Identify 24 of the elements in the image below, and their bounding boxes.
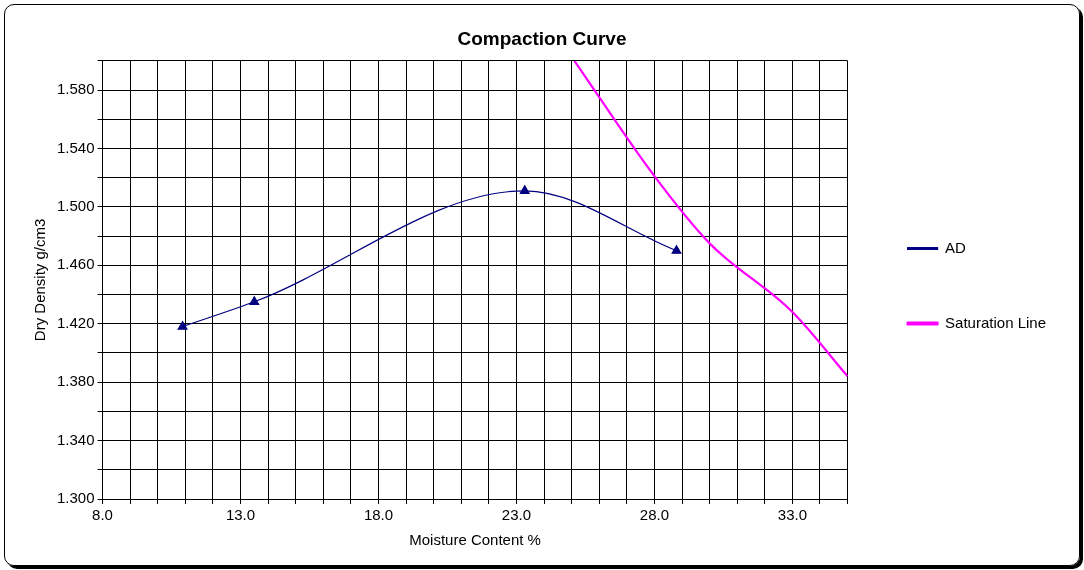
x-tick-label: 33.0 [777, 506, 808, 524]
chart-title: Compaction Curve [457, 27, 627, 49]
x-tick-label: 18.0 [363, 506, 394, 524]
y-tick-label: 1.340 [56, 430, 95, 448]
x-tick-label: 13.0 [225, 506, 256, 524]
y-tick-label: 1.540 [56, 138, 95, 156]
point [177, 321, 188, 330]
point [671, 245, 682, 254]
x-axis-title: Moisture Content % [409, 531, 541, 549]
y-axis-title: Dry Density g/cm3 [31, 218, 49, 342]
y-tick-label: 1.580 [56, 80, 95, 98]
legend-label: AD [945, 238, 967, 256]
y-tick-label: 1.300 [56, 489, 95, 507]
y-tick-label: 1.420 [56, 313, 95, 331]
legend-label: Saturation Line [945, 313, 1046, 331]
x-tick-label: 23.0 [501, 506, 532, 524]
y-tick-label: 1.460 [56, 255, 95, 273]
y-tick-label: 1.380 [56, 372, 95, 390]
y-tick-label: 1.500 [56, 197, 95, 215]
line-series [573, 60, 848, 378]
x-tick-label: 28.0 [639, 506, 670, 524]
x-tick-label: 8.0 [92, 506, 113, 524]
point [519, 185, 530, 194]
point [249, 296, 260, 305]
